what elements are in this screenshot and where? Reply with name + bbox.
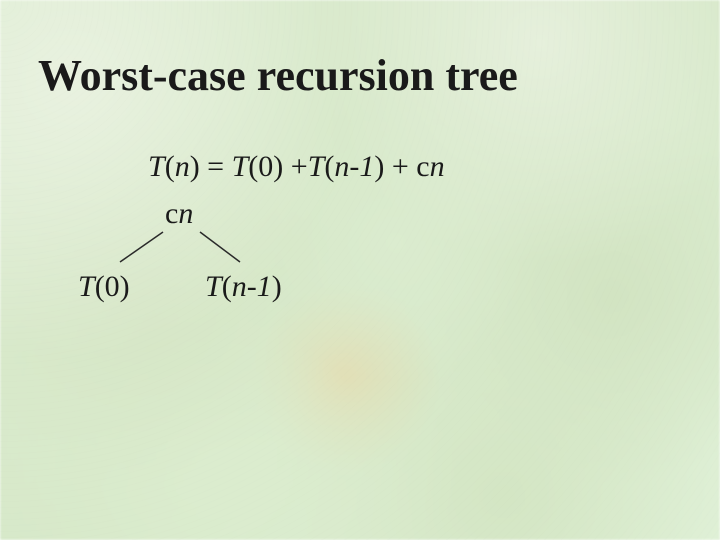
slide-title: Worst-case recursion tree: [38, 50, 518, 101]
tree-node-left: T(0): [78, 270, 130, 304]
tree-node-right: T(n-1): [205, 270, 282, 304]
tree-node-root: cn: [165, 197, 193, 231]
recurrence-equation: T(n) = T(0) +T(n-1) + cn: [148, 150, 445, 184]
